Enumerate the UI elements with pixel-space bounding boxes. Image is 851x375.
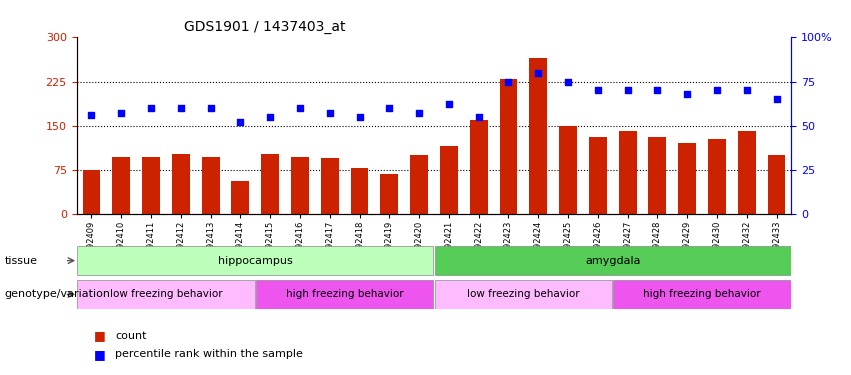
- Bar: [77, 280, 254, 309]
- Point: [85, 112, 98, 118]
- Point: [531, 70, 545, 76]
- Point: [680, 91, 694, 97]
- Bar: [261, 154, 279, 214]
- Point: [382, 105, 396, 111]
- Point: [561, 78, 574, 84]
- Text: amygdala: amygdala: [585, 256, 641, 266]
- Bar: [83, 170, 100, 214]
- Text: count: count: [115, 331, 146, 340]
- Point: [174, 105, 187, 111]
- Point: [114, 110, 128, 116]
- Text: high freezing behavior: high freezing behavior: [286, 290, 403, 299]
- Text: low freezing behavior: low freezing behavior: [110, 290, 222, 299]
- Bar: [410, 155, 428, 214]
- Text: high freezing behavior: high freezing behavior: [643, 290, 761, 299]
- Text: ■: ■: [94, 348, 106, 361]
- Bar: [380, 174, 398, 214]
- Bar: [256, 280, 433, 309]
- Point: [710, 87, 723, 93]
- Point: [323, 110, 336, 116]
- Point: [412, 110, 426, 116]
- Bar: [614, 280, 791, 309]
- Bar: [112, 157, 130, 214]
- Point: [144, 105, 157, 111]
- Bar: [529, 58, 547, 214]
- Bar: [619, 132, 637, 214]
- Bar: [589, 137, 607, 214]
- Point: [471, 114, 485, 120]
- Bar: [435, 246, 791, 275]
- Bar: [202, 158, 220, 214]
- Point: [620, 87, 634, 93]
- Point: [650, 87, 664, 93]
- Bar: [172, 154, 190, 214]
- Bar: [77, 246, 433, 275]
- Text: GDS1901 / 1437403_at: GDS1901 / 1437403_at: [184, 20, 346, 34]
- Bar: [351, 168, 368, 214]
- Bar: [500, 79, 517, 214]
- Point: [591, 87, 604, 93]
- Bar: [435, 280, 612, 309]
- Bar: [291, 158, 309, 214]
- Bar: [738, 132, 756, 214]
- Bar: [321, 158, 339, 214]
- Point: [203, 105, 217, 111]
- Bar: [768, 155, 785, 214]
- Bar: [470, 120, 488, 214]
- Text: low freezing behavior: low freezing behavior: [467, 290, 580, 299]
- Bar: [678, 143, 696, 214]
- Bar: [559, 126, 577, 214]
- Bar: [648, 137, 666, 214]
- Point: [293, 105, 306, 111]
- Point: [263, 114, 277, 120]
- Point: [769, 96, 783, 102]
- Point: [233, 119, 247, 125]
- Text: percentile rank within the sample: percentile rank within the sample: [115, 350, 303, 359]
- Text: tissue: tissue: [4, 256, 37, 266]
- Point: [352, 114, 366, 120]
- Point: [442, 102, 455, 108]
- Bar: [440, 146, 458, 214]
- Bar: [142, 158, 160, 214]
- Bar: [231, 182, 249, 214]
- Point: [740, 87, 753, 93]
- Text: ■: ■: [94, 329, 106, 342]
- Bar: [708, 139, 726, 214]
- Point: [501, 78, 515, 84]
- Text: genotype/variation: genotype/variation: [4, 290, 111, 299]
- Text: hippocampus: hippocampus: [218, 256, 293, 266]
